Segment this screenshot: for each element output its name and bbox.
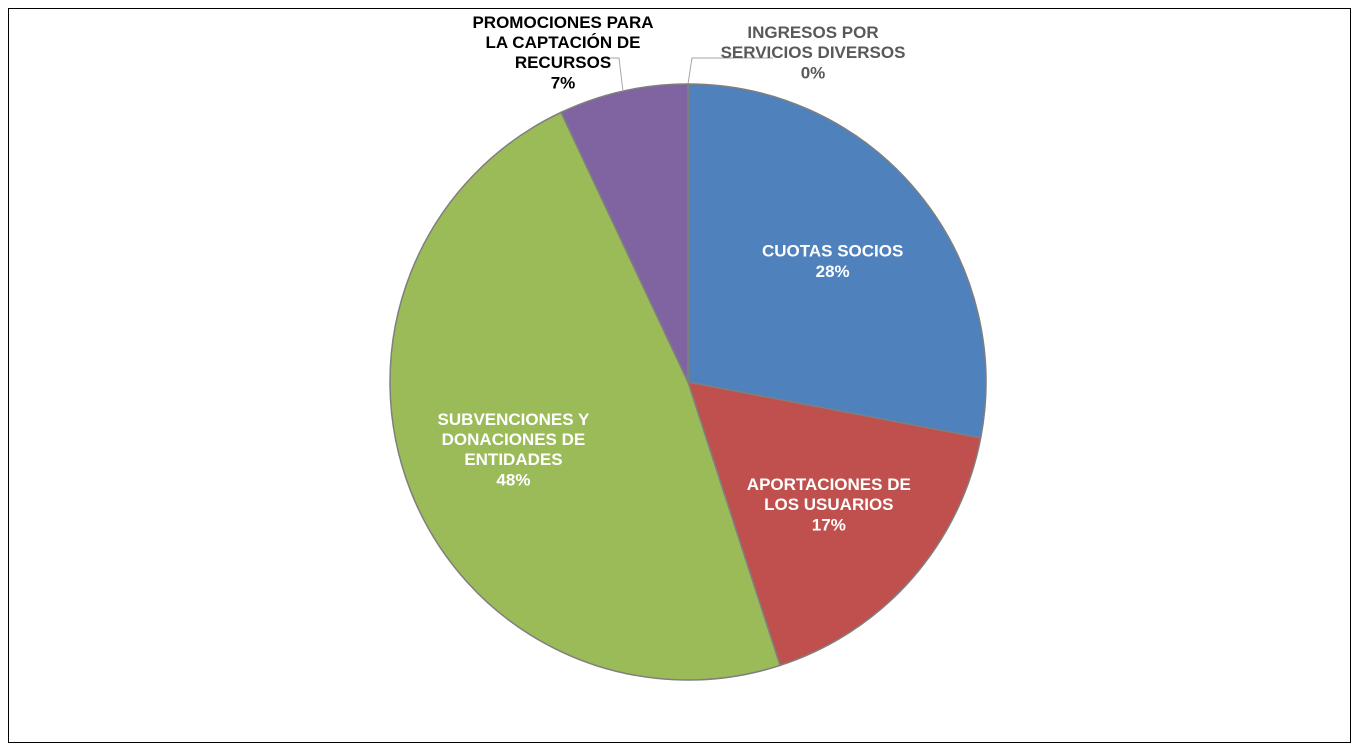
slice-label: SUBVENCIONES Y DONACIONES DE ENTIDADES (438, 411, 590, 470)
pie-slice (560, 83, 689, 383)
slice-label: CUOTAS SOCIOS (762, 242, 903, 261)
slice-label: APORTACIONES DE LOS USUARIOS (747, 476, 911, 515)
slice-value-label: 28% (816, 262, 850, 281)
pie-slice (389, 111, 782, 681)
slice-value-label: 7% (551, 73, 576, 92)
slice-label: PROMOCIONES PARA LA CAPTACIÓN DE RECURSOS (472, 13, 653, 72)
pie-slice (686, 381, 982, 667)
leader-line (603, 57, 624, 92)
leader-line (687, 57, 773, 85)
slice-value-label: 0% (801, 63, 826, 82)
pie-slice (687, 83, 987, 439)
slice-label: INGRESOS POR SERVICIOS DIVERSOS (721, 23, 906, 62)
slice-value-label: 17% (812, 516, 846, 535)
slice-value-label: 48% (496, 471, 530, 490)
